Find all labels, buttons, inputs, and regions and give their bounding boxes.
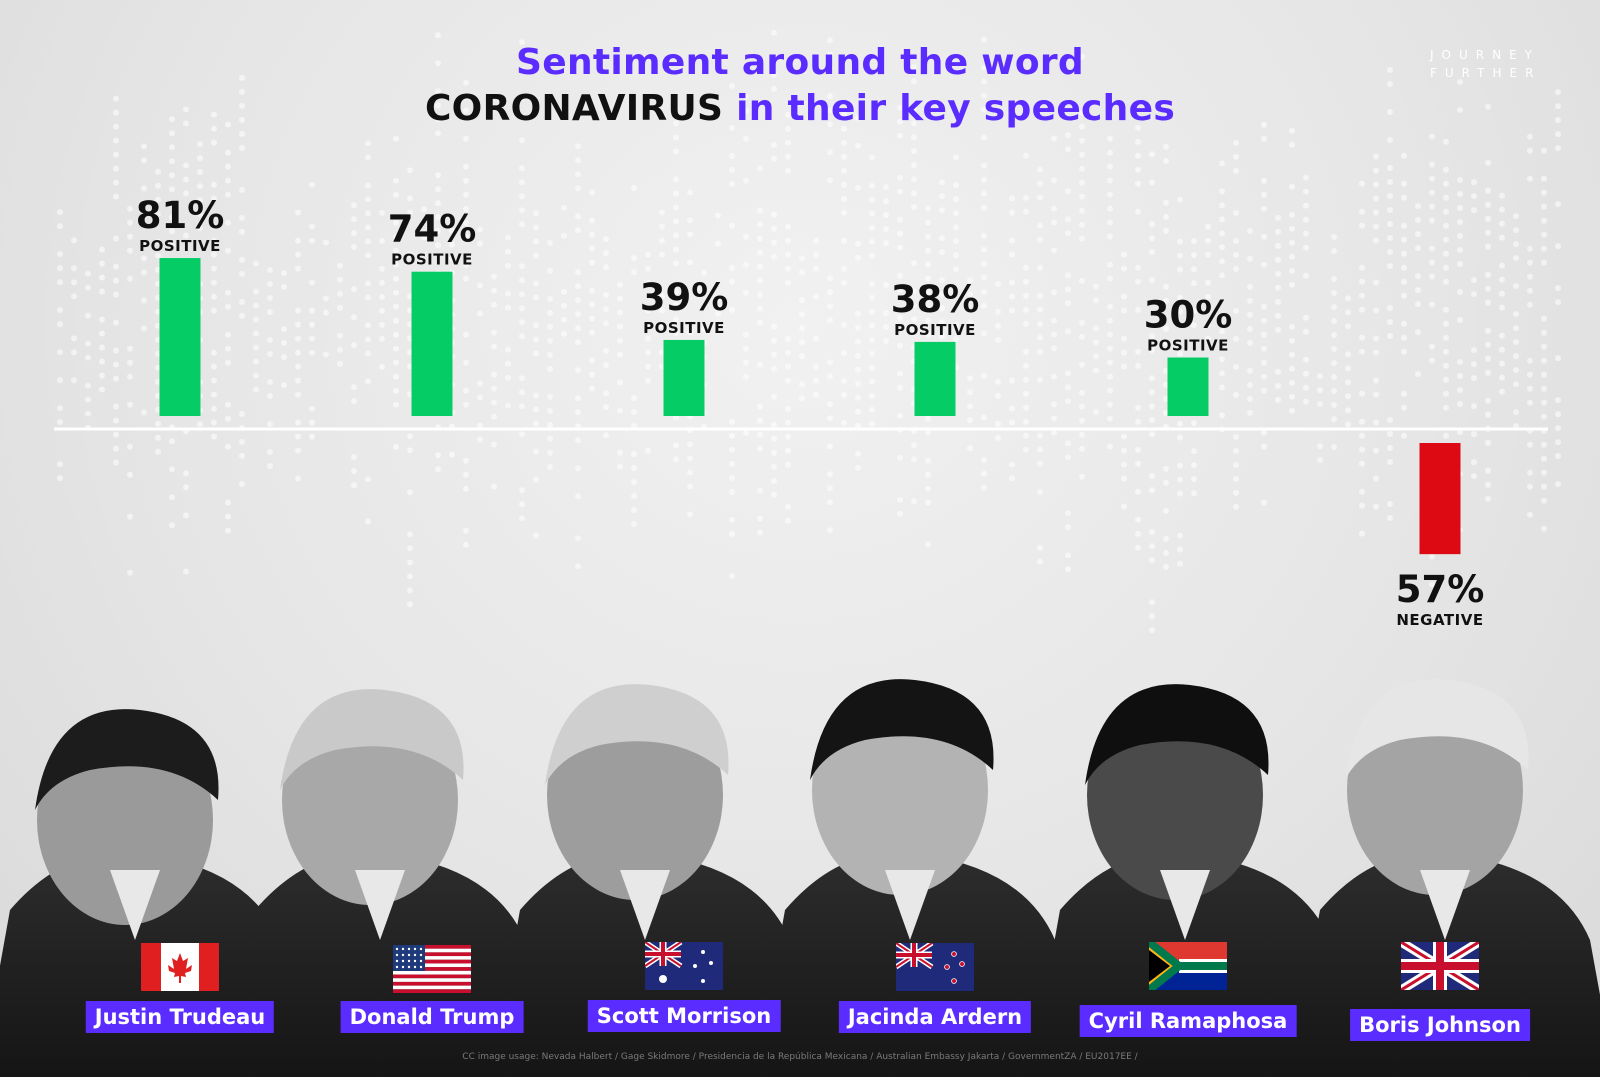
bar-jacinda-ardern [914, 341, 956, 416]
usa-flag-icon [393, 945, 471, 993]
bar-donald-trump [411, 271, 453, 416]
title-rest: in their key speeches [723, 88, 1176, 129]
journey-further-logo: JOURNEY FURTHER [1430, 46, 1552, 82]
value-label: 57% [1396, 568, 1485, 611]
leader-name-tag: Cyril Ramaphosa [1079, 1005, 1297, 1037]
leader-name-tag: Boris Johnson [1350, 1009, 1530, 1041]
bar-scott-morrison [663, 339, 705, 416]
leader-name-tag: Scott Morrison [587, 1000, 781, 1032]
sentiment-label: POSITIVE [1147, 337, 1229, 355]
logo-line1: JOURNEY [1430, 48, 1540, 62]
value-label: 39% [640, 276, 729, 319]
sentiment-label: POSITIVE [643, 319, 725, 337]
value-label: 38% [891, 278, 980, 321]
bar-boris-johnson [1419, 443, 1461, 555]
sentiment-label: POSITIVE [391, 251, 473, 269]
chart-title-line1: Sentiment around the word [516, 42, 1084, 83]
australia-flag-icon [645, 942, 723, 990]
bar-cyril-ramaphosa [1167, 357, 1209, 416]
uk-flag-icon [1401, 942, 1479, 990]
leader-name-tag: Justin Trudeau [85, 1001, 275, 1033]
sentiment-label: POSITIVE [894, 321, 976, 339]
new-zealand-flag-icon [896, 943, 974, 991]
value-label: 81% [136, 194, 225, 237]
leader-name-tag: Donald Trump [340, 1001, 524, 1033]
chart-title-line2: CORONAVIRUS in their key speeches [0, 88, 1600, 129]
south-africa-flag-icon [1149, 942, 1227, 990]
sentiment-bar-chart: 81%POSITIVE 74%POSITIVE39%POSITIVE38%POSI… [54, 194, 1548, 629]
value-label: 30% [1144, 294, 1233, 337]
value-label: 74% [388, 208, 477, 251]
logo-line2: FURTHER [1430, 66, 1542, 80]
sentiment-label: POSITIVE [139, 237, 221, 255]
leader-name-tag: Jacinda Ardern [838, 1001, 1032, 1033]
canada-flag-icon [141, 943, 219, 991]
sentiment-label: NEGATIVE [1396, 611, 1483, 629]
bar-justin-trudeau [159, 258, 201, 416]
image-credit: CC image usage: Nevada Halbert / Gage Sk… [462, 1052, 1138, 1062]
title-emphasis: CORONAVIRUS [424, 88, 724, 129]
